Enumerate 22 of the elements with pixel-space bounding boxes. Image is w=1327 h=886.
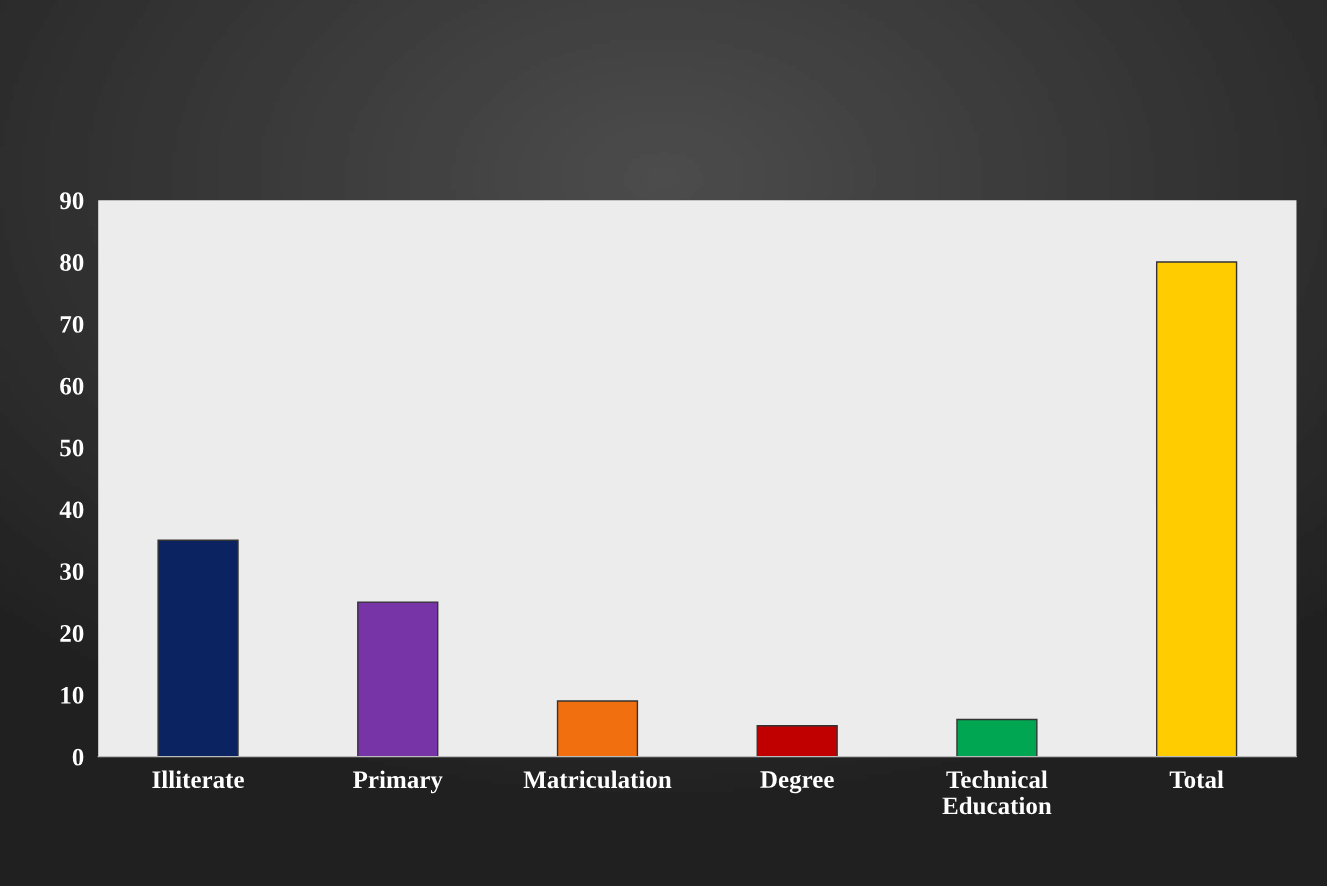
- y-tick-label: 40: [59, 501, 84, 519]
- y-tick-label: 50: [60, 439, 84, 457]
- bar: [756, 725, 838, 757]
- y-tick-label: 80: [60, 254, 84, 271]
- y-tick-label: 30: [60, 563, 84, 581]
- x-tick-label: Matriculation: [523, 770, 672, 789]
- bar: [357, 601, 439, 757]
- y-tick-label: 60: [60, 377, 84, 395]
- y-tick-label: 10: [61, 686, 84, 704]
- x-tick-label: Degree: [760, 771, 834, 794]
- bar: [1155, 261, 1238, 757]
- y-tick-label: 70: [60, 315, 84, 333]
- x-tick-label: Technical Education: [942, 770, 1052, 815]
- y-tick-label: 20: [60, 625, 84, 642]
- x-tick-label: Illiterate: [152, 770, 244, 789]
- bar: [956, 718, 1038, 757]
- bar: [556, 700, 639, 757]
- y-tick-label: 0: [72, 748, 84, 766]
- x-tick-label: Total: [1169, 770, 1224, 789]
- x-tick-label: Primary: [353, 770, 443, 794]
- bar: [157, 539, 239, 757]
- y-tick-label: 90: [59, 192, 84, 210]
